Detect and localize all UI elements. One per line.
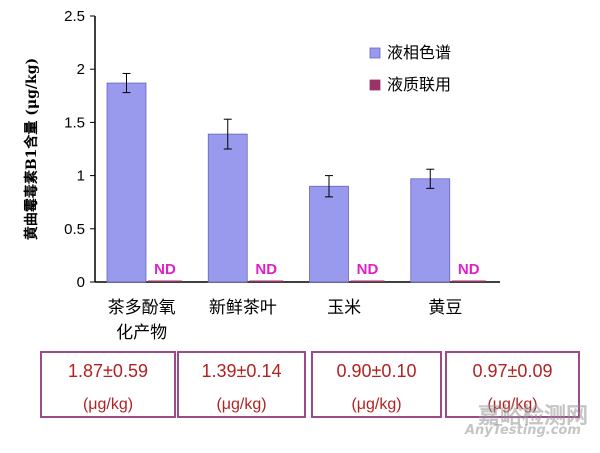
y-tick-label: 2.5 — [64, 8, 85, 25]
result-value: 1.87±0.59 — [68, 361, 148, 381]
result-value: 1.39±0.14 — [201, 361, 282, 381]
watermark-en: AnyTesting.com — [465, 423, 581, 438]
legend-label-2: 液质联用 — [387, 75, 451, 94]
bar-lcms-3 — [350, 280, 385, 282]
nd-label: ND — [154, 261, 176, 278]
category-label: 新鲜茶叶 — [209, 298, 277, 318]
bar-lc-3 — [309, 185, 349, 283]
result-unit: (μg/kg) — [82, 396, 134, 413]
y-tick-label: 0.5 — [64, 221, 85, 238]
y-tick-label: 1 — [77, 168, 85, 185]
result-unit: (μg/kg) — [487, 396, 538, 413]
nd-label: ND — [255, 261, 277, 278]
bar-lcms-2 — [249, 280, 284, 282]
result-box-2: 1.39±0.14 (μg/kg) — [177, 351, 306, 418]
result-box-4: 0.97±0.09 (μg/kg) — [445, 351, 580, 418]
bar-lc-4 — [410, 178, 451, 283]
result-value: 0.90±0.10 — [336, 361, 417, 381]
nd-label: ND — [357, 261, 379, 278]
result-box-1: 1.87±0.59 (μg/kg) — [40, 351, 176, 418]
category-label: 玉米 — [327, 298, 361, 318]
y-tick-label: 1.5 — [64, 114, 85, 131]
y-axis-label: 黄曲霉毒素B1含量 (μg/kg) — [23, 58, 40, 240]
result-box-3: 0.90±0.10 (μg/kg) — [311, 351, 442, 418]
category-label: 化产物 — [116, 323, 167, 343]
bar-lc-2 — [207, 133, 248, 283]
bar-lc-1 — [106, 82, 147, 283]
bar-lcms-4 — [451, 280, 486, 282]
legend-label-1: 液相色谱 — [387, 43, 451, 62]
legend-swatch-1 — [369, 47, 381, 59]
result-unit: (μg/kg) — [351, 396, 402, 413]
category-label: 黄豆 — [428, 298, 462, 318]
result-unit: (μg/kg) — [216, 396, 267, 413]
result-value: 0.97±0.09 — [472, 361, 553, 381]
bar-lcms-1 — [148, 280, 182, 282]
category-label: 茶多酚氧 — [108, 298, 176, 318]
y-tick-label: 2 — [77, 61, 85, 78]
y-tick-label: 0 — [77, 274, 85, 291]
nd-label: ND — [458, 261, 480, 278]
legend-swatch-2 — [369, 79, 381, 91]
